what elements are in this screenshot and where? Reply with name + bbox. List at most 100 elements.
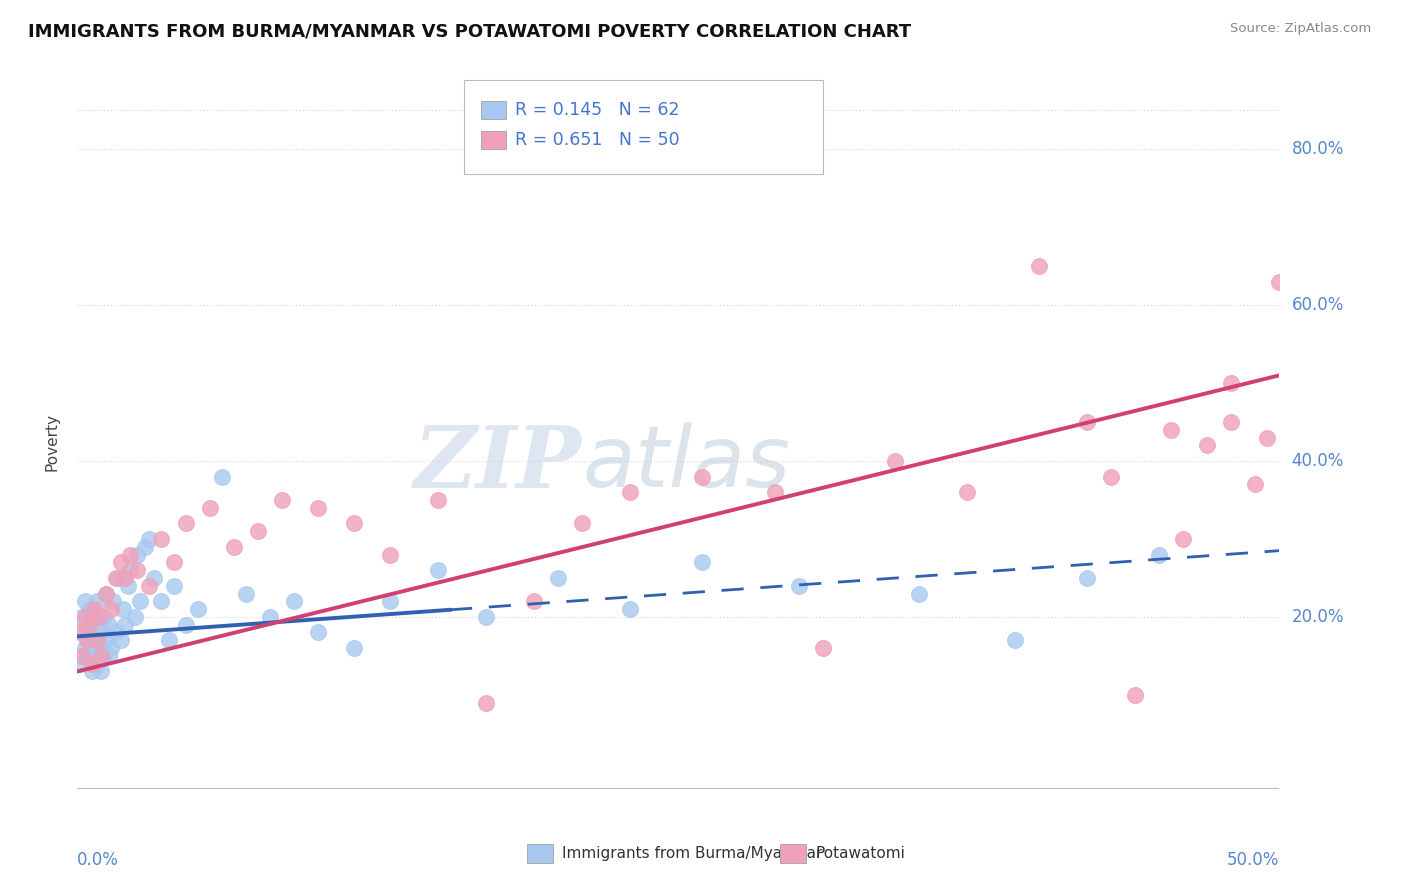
- Point: [73, 594, 96, 608]
- Point: [523, 594, 546, 608]
- Point: [619, 602, 641, 616]
- Point: [97, 617, 120, 632]
- Point: [222, 540, 245, 554]
- Text: 20.0%: 20.0%: [1292, 607, 1344, 626]
- Point: [134, 540, 156, 554]
- Text: 60.0%: 60.0%: [1292, 296, 1344, 314]
- Point: [80, 610, 103, 624]
- Point: [80, 665, 103, 679]
- Point: [270, 493, 292, 508]
- Point: [96, 586, 118, 600]
- Point: [956, 485, 979, 500]
- Point: [1028, 259, 1050, 273]
- Point: [117, 579, 139, 593]
- Point: [571, 516, 593, 531]
- Point: [307, 625, 329, 640]
- Point: [427, 563, 450, 577]
- Point: [186, 602, 209, 616]
- Point: [307, 500, 329, 515]
- Point: [246, 524, 269, 538]
- Point: [1244, 477, 1267, 491]
- Point: [87, 641, 110, 656]
- Point: [104, 625, 127, 640]
- Point: [90, 648, 112, 663]
- Point: [138, 532, 160, 546]
- Point: [93, 610, 115, 624]
- Point: [83, 641, 105, 656]
- Point: [150, 594, 173, 608]
- Point: [114, 617, 136, 632]
- Point: [73, 610, 96, 624]
- Text: R = 0.651   N = 50: R = 0.651 N = 50: [515, 131, 679, 149]
- Text: R = 0.145   N = 62: R = 0.145 N = 62: [515, 101, 679, 119]
- Point: [1220, 376, 1243, 390]
- Point: [114, 571, 136, 585]
- Point: [90, 665, 112, 679]
- Point: [1220, 415, 1243, 429]
- Point: [97, 648, 120, 663]
- Point: [157, 633, 180, 648]
- Text: Potawatomi: Potawatomi: [815, 847, 905, 861]
- Point: [1173, 532, 1195, 546]
- Point: [83, 625, 105, 640]
- Point: [343, 641, 366, 656]
- Point: [787, 579, 810, 593]
- Point: [110, 633, 132, 648]
- Point: [475, 696, 498, 710]
- Point: [1160, 423, 1182, 437]
- Point: [70, 610, 93, 624]
- Point: [143, 571, 166, 585]
- Point: [259, 610, 281, 624]
- Point: [111, 602, 134, 616]
- Point: [1149, 548, 1171, 562]
- Point: [763, 485, 786, 500]
- Point: [1123, 688, 1146, 702]
- Point: [73, 641, 96, 656]
- Point: [692, 555, 714, 569]
- Point: [83, 602, 105, 616]
- Point: [1099, 469, 1122, 483]
- Point: [103, 594, 125, 608]
- Point: [1256, 431, 1278, 445]
- Point: [127, 563, 149, 577]
- Point: [107, 571, 129, 585]
- Point: [908, 586, 931, 600]
- Text: Immigrants from Burma/Myanmar: Immigrants from Burma/Myanmar: [562, 847, 823, 861]
- Point: [1268, 275, 1291, 289]
- Point: [427, 493, 450, 508]
- Point: [79, 633, 101, 648]
- Point: [79, 617, 101, 632]
- Point: [198, 500, 221, 515]
- Point: [128, 594, 150, 608]
- Point: [150, 532, 173, 546]
- Text: Source: ZipAtlas.com: Source: ZipAtlas.com: [1230, 22, 1371, 36]
- Text: 50.0%: 50.0%: [1227, 851, 1279, 869]
- Point: [104, 571, 127, 585]
- Point: [120, 548, 142, 562]
- Point: [96, 633, 118, 648]
- Point: [86, 594, 108, 608]
- Point: [69, 657, 91, 671]
- Text: 0.0%: 0.0%: [77, 851, 120, 869]
- Point: [76, 648, 98, 663]
- Point: [1076, 571, 1098, 585]
- Point: [475, 610, 498, 624]
- Point: [811, 641, 834, 656]
- Point: [235, 586, 257, 600]
- Point: [80, 657, 103, 671]
- Point: [547, 571, 569, 585]
- Point: [127, 548, 149, 562]
- Point: [69, 625, 91, 640]
- Point: [90, 625, 112, 640]
- Point: [378, 594, 401, 608]
- Point: [619, 485, 641, 500]
- Point: [120, 563, 142, 577]
- Point: [100, 641, 122, 656]
- Point: [76, 633, 98, 648]
- Point: [174, 617, 197, 632]
- Point: [162, 555, 184, 569]
- Point: [1076, 415, 1098, 429]
- Point: [1004, 633, 1026, 648]
- Point: [124, 610, 146, 624]
- Point: [883, 454, 905, 468]
